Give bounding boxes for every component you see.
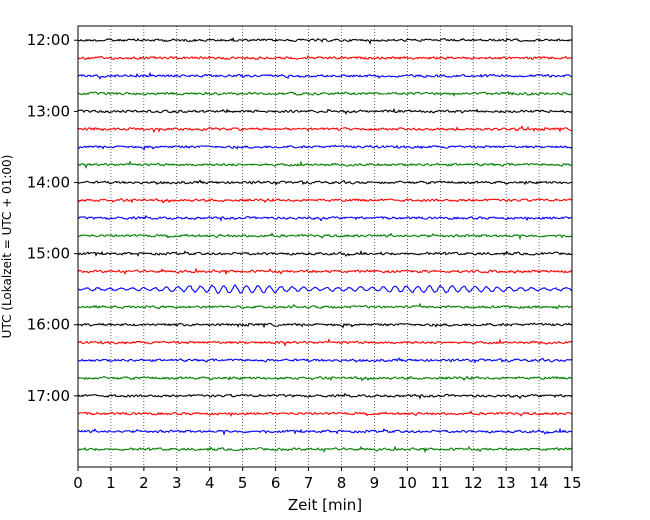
trace-17-5 <box>77 427 573 437</box>
trace-13-25 <box>77 125 573 134</box>
x-tick-label: 5 <box>238 474 248 492</box>
x-tick-label: 4 <box>205 474 215 492</box>
x-tick-label: 3 <box>172 474 182 492</box>
trace-16-5 <box>77 357 573 364</box>
x-tick-label: 11 <box>431 474 450 492</box>
y-tick-label: 13:00 <box>27 102 70 120</box>
trace-15-5 <box>77 284 573 295</box>
trace-16 <box>77 322 573 329</box>
trace-14-5 <box>77 214 573 222</box>
y-tick-label: 12:00 <box>27 31 70 49</box>
trace-13-75 <box>77 160 573 170</box>
trace-14-75 <box>77 232 573 241</box>
trace-12-25 <box>77 54 573 61</box>
x-tick-label: 7 <box>304 474 314 492</box>
trace-12-75 <box>77 91 573 97</box>
x-tick-label: 0 <box>73 474 83 492</box>
x-tick-label: 9 <box>370 474 380 492</box>
y-tick-label: 15:00 <box>27 245 70 263</box>
x-tick-label: 14 <box>530 474 549 492</box>
trace-15-75 <box>77 302 573 310</box>
trace-15-25 <box>77 267 573 276</box>
trace-12 <box>77 36 573 45</box>
trace-16-75 <box>77 375 573 382</box>
trace-14-25 <box>77 197 573 204</box>
y-axis-ticks: 12:00 13:00 14:00 15:00 16:00 17:00 <box>27 31 78 405</box>
plot-frame <box>77 25 573 468</box>
y-axis-label: UTC (Lokalzeit = UTC + 01:00) <box>0 155 14 339</box>
x-tick-label: 1 <box>106 474 116 492</box>
trace-15 <box>77 249 573 257</box>
trace-13-5 <box>77 144 573 151</box>
x-tick-label: 12 <box>464 474 483 492</box>
x-tick-label: 8 <box>337 474 347 492</box>
x-tick-label: 13 <box>497 474 516 492</box>
x-tick-label: 6 <box>271 474 281 492</box>
x-tick-label: 2 <box>139 474 149 492</box>
trace-16-25 <box>77 338 573 347</box>
trace-12-5 <box>77 71 573 80</box>
x-tick-label: 10 <box>398 474 417 492</box>
trace-13 <box>77 107 573 115</box>
trace-17-75 <box>77 445 573 454</box>
x-tick-label: 15 <box>562 474 581 492</box>
y-tick-label: 16:00 <box>27 316 70 334</box>
x-axis-ticks: 0 1 2 3 4 5 6 7 8 9 10 11 12 13 14 15 <box>73 467 582 492</box>
y-tick-label: 14:00 <box>27 173 70 191</box>
trace-17 <box>77 392 573 400</box>
trace-17-25 <box>77 410 573 417</box>
trace-14 <box>77 179 573 186</box>
seismic-traces <box>77 36 573 454</box>
y-tick-label: 17:00 <box>27 387 70 405</box>
x-axis-label: Zeit [min] <box>288 496 362 514</box>
